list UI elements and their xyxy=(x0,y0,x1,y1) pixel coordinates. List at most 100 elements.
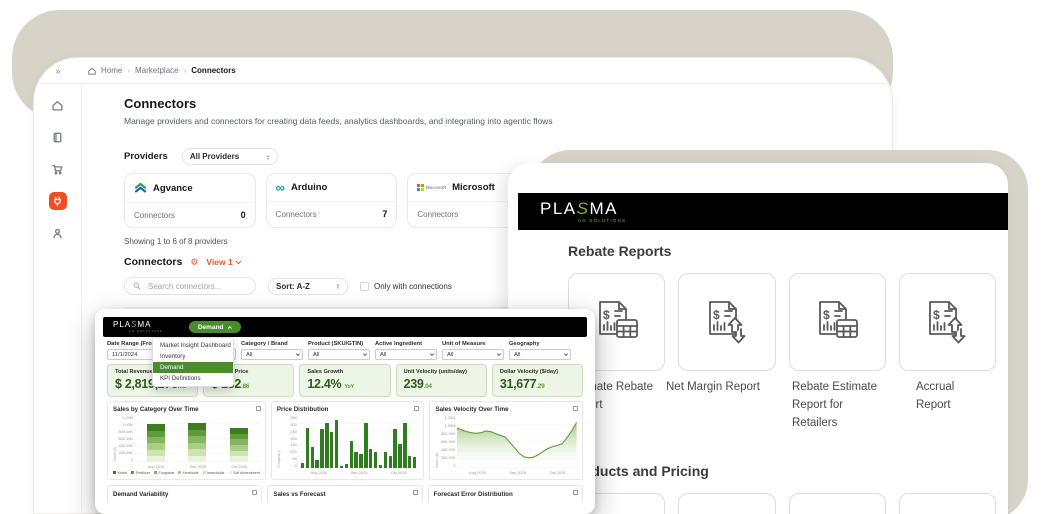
provider-name: Arduino xyxy=(290,182,328,193)
provider-name: Microsoft xyxy=(452,182,495,193)
report-card[interactable] xyxy=(788,493,886,514)
expand-icon[interactable] xyxy=(412,489,418,495)
filter-label: Product (SKU/GTIN) xyxy=(308,341,364,347)
kpi-label: Sales Growth xyxy=(307,369,344,375)
chevron-down-icon xyxy=(429,352,434,356)
menu-item-market-insight[interactable]: Market Insight Dashboard xyxy=(160,342,231,349)
menu-item-kpi-definitions[interactable]: KPI Definitions xyxy=(160,375,201,382)
search-input[interactable] xyxy=(146,280,246,292)
sidebar-item-home[interactable] xyxy=(49,96,67,114)
chart-title: Forecast Error Distribution xyxy=(433,490,513,498)
menu-item-inventory[interactable]: Inventory xyxy=(160,353,186,360)
search-icon xyxy=(133,282,141,290)
report-card-net-margin[interactable]: $ xyxy=(678,273,776,371)
demand-dashboard-window: PLASMA AG SOLUTIONS Demand Market Insigh… xyxy=(95,309,595,514)
plasma-logo-subtitle: AG SOLUTIONS xyxy=(129,329,163,333)
filter-label: Geography xyxy=(509,341,540,347)
y-axis-label: Sales ($) xyxy=(113,446,117,462)
product-sku-select[interactable]: All xyxy=(308,349,370,360)
gear-icon[interactable]: ⚙ xyxy=(190,256,199,267)
demand-nav-button[interactable]: Demand xyxy=(188,321,241,333)
only-with-connections-checkbox[interactable] xyxy=(360,281,369,291)
breadcrumb: Home › Marketplace › Connectors xyxy=(82,66,236,75)
chevron-down-icon xyxy=(496,352,501,356)
kpi-sales-growth: Sales Growth 12.4% YoY xyxy=(299,364,391,397)
expand-icon[interactable] xyxy=(255,406,261,411)
filter-unit-of-measure: Unit of Measure All xyxy=(442,341,504,360)
report-card-label[interactable]: Accrual Report xyxy=(916,381,955,411)
sidebar-item-library[interactable] xyxy=(49,128,67,146)
reports-header-bar: PLASMA AG SOLUTIONS xyxy=(518,193,1008,230)
filter-geography: Geography All xyxy=(509,341,571,360)
report-card-label[interactable]: Net Margin Report xyxy=(666,381,760,393)
geography-select[interactable]: All xyxy=(509,349,571,360)
expand-icon[interactable] xyxy=(252,489,258,495)
panel-demand-variability: Demand Variability xyxy=(107,484,263,502)
chart-price-distribution: Price Distribution Frequency 350 300 250 20… xyxy=(270,401,425,480)
sidebar-item-connectors-active[interactable] xyxy=(48,192,67,210)
category-brand-select[interactable]: All xyxy=(241,349,303,360)
expand-icon[interactable] xyxy=(572,489,578,495)
kpi-unit-velocity: Unit Velocity (units/day) 239.04 xyxy=(395,364,487,397)
chart-title: Sales vs Forecast xyxy=(273,490,326,498)
agvance-logo-icon xyxy=(134,182,147,193)
filter-active-ingredient: Active Ingredient All xyxy=(375,341,437,360)
bottom-panels-row: Demand Variability Sales vs Forecast For… xyxy=(103,484,587,502)
stacked-bar-plot xyxy=(135,416,260,463)
rebate-reports-heading: Rebate Reports xyxy=(568,243,672,259)
sort-select[interactable]: Sort: A-Z ▲ ▼ xyxy=(268,277,348,295)
sidebar-item-marketplace[interactable] xyxy=(49,160,67,178)
search-connectors-box[interactable] xyxy=(124,277,256,295)
chart-title: Demand Variability xyxy=(113,490,169,498)
providers-filter-select[interactable]: All Providers ▲ ▼ xyxy=(181,148,278,165)
y-axis-ticks: 350 300 250 200 150 100 50 0 xyxy=(290,415,297,469)
provider-card-arduino[interactable]: ∞ Arduino Connectors 7 xyxy=(265,173,398,228)
page-subtitle: Manage providers and connectors for crea… xyxy=(124,116,553,126)
stepper-icon: ▲ ▼ xyxy=(336,282,340,290)
plug-icon xyxy=(54,196,61,206)
connectors-count: 7 xyxy=(382,209,388,219)
breadcrumb-separator: › xyxy=(127,66,131,75)
report-card-accrual[interactable]: $ xyxy=(898,273,996,371)
active-ingredient-select[interactable]: All xyxy=(375,349,437,360)
breadcrumb-home[interactable]: Home xyxy=(101,66,123,75)
chevron-down-icon xyxy=(563,352,568,356)
products-pricing-heading: Products and Pricing xyxy=(568,463,709,479)
expand-icon[interactable] xyxy=(573,406,579,411)
view-selector[interactable]: View 1 xyxy=(206,257,241,267)
stepper-icon: ▲ ▼ xyxy=(265,152,270,161)
report-card[interactable] xyxy=(678,493,776,514)
menu-item-demand-selected[interactable]: Demand xyxy=(153,362,233,373)
provider-card-agvance[interactable]: Agvance Connectors 0 xyxy=(124,173,256,228)
breadcrumb-marketplace[interactable]: Marketplace xyxy=(135,66,179,75)
histogram-plot xyxy=(298,416,419,468)
home-icon xyxy=(52,100,63,111)
breadcrumb-separator: › xyxy=(183,66,187,75)
chart-title: Sales Velocity Over Time xyxy=(435,406,509,413)
user-icon xyxy=(53,228,62,238)
chart-sales-by-category: Sales by Category Over Time Sales ($) 1.… xyxy=(107,401,266,480)
sidebar-item-account[interactable] xyxy=(49,224,67,242)
document-calculator-icon: $ xyxy=(819,301,859,338)
expand-icon[interactable] xyxy=(414,406,420,411)
page-title: Connectors xyxy=(124,96,197,111)
y-axis-label: Frequency xyxy=(276,450,281,468)
svg-text:$: $ xyxy=(823,308,830,322)
chevron-up-icon xyxy=(227,325,232,330)
report-card[interactable] xyxy=(898,493,996,514)
plasma-logo: PLASMA AG SOLUTIONS xyxy=(540,199,627,223)
chevron-down-icon xyxy=(362,352,367,356)
chevron-down-icon xyxy=(295,352,300,356)
unit-of-measure-select[interactable]: All xyxy=(442,349,504,360)
connectors-count: 0 xyxy=(240,210,246,220)
sort-value: Sort: A-Z xyxy=(276,281,310,291)
report-card-rebate-estimate-retailers[interactable]: $ xyxy=(788,273,886,371)
report-card-label[interactable]: Rebate Estimate Report for Retailers xyxy=(792,381,878,429)
svg-text:$: $ xyxy=(933,308,940,322)
provider-name: Agvance xyxy=(153,182,193,194)
sidebar-collapse-icon[interactable]: » xyxy=(55,65,61,76)
charts-row: Sales by Category Over Time Sales ($) 1.… xyxy=(103,401,587,480)
y-axis-ticks: 1.20M 1.00M 800.00K 600.00K 400.00K 200.00K 0 xyxy=(118,415,134,463)
chart-title: Sales by Category Over Time xyxy=(113,406,199,413)
microsoft-logo-icon: Microsoft xyxy=(417,184,446,191)
